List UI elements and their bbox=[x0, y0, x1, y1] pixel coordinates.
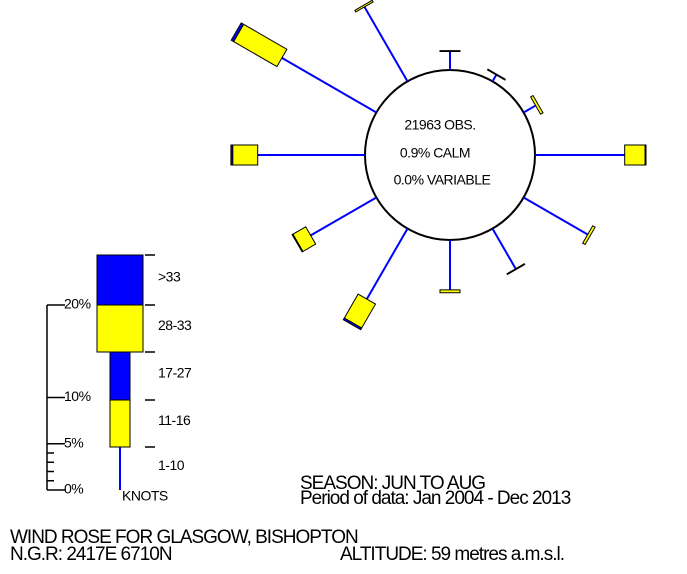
wind-box bbox=[644, 144, 647, 166]
legend-label: 1-10 bbox=[158, 457, 185, 473]
legend-box bbox=[96, 254, 144, 306]
season: SEASON: JUN TO AUG bbox=[300, 473, 485, 494]
wind-line bbox=[363, 6, 409, 82]
obs-label: 21963 OBS. bbox=[404, 117, 475, 133]
wind-box bbox=[529, 94, 544, 115]
legend-label: >33 bbox=[158, 269, 181, 285]
scale-tick-label: 5% bbox=[64, 434, 83, 450]
wind-box bbox=[506, 263, 526, 276]
scale-tick-label: 20% bbox=[64, 296, 91, 312]
chart-title: WIND ROSE FOR GLASGOW, BISHOPTON bbox=[10, 527, 358, 548]
wind-line bbox=[365, 228, 409, 300]
wind-line bbox=[491, 74, 498, 82]
legend-label: 28-33 bbox=[158, 317, 192, 333]
period: Period of data: Jan 2004 - Dec 2013 bbox=[300, 488, 571, 509]
wind-box bbox=[232, 23, 288, 68]
altitude: ALTITUDE: 59 metres a.m.s.l. bbox=[340, 544, 564, 565]
wind-line bbox=[491, 228, 517, 270]
legend-label: 11-16 bbox=[158, 412, 191, 428]
legend-box bbox=[109, 399, 131, 448]
wind-line bbox=[523, 104, 537, 114]
wind-line bbox=[310, 196, 377, 237]
wind-box bbox=[230, 144, 234, 166]
legend-unit: KNOTS bbox=[122, 488, 168, 504]
wind-box bbox=[486, 68, 506, 81]
wind-box bbox=[624, 144, 646, 166]
variable-label: 0.0% VARIABLE bbox=[394, 172, 491, 188]
legend-box bbox=[109, 351, 131, 401]
wind-box bbox=[354, 0, 374, 13]
scale-tick-label: 10% bbox=[64, 388, 91, 404]
wind-box bbox=[342, 317, 363, 331]
wind-box bbox=[291, 233, 304, 253]
calm-label: 0.9% CALM bbox=[400, 145, 470, 161]
wind-box bbox=[232, 144, 259, 166]
wind-line bbox=[523, 196, 589, 236]
wind-box bbox=[582, 225, 596, 246]
wind-box bbox=[230, 22, 245, 43]
wind-line bbox=[281, 57, 377, 114]
legend-box bbox=[96, 304, 144, 353]
grid-ref: N.G.R: 2417E 6710N bbox=[10, 544, 172, 565]
wind-box bbox=[439, 289, 461, 294]
scale-tick-label: 0% bbox=[64, 481, 83, 497]
wind-box bbox=[439, 50, 461, 52]
legend-label: 17-27 bbox=[158, 365, 192, 381]
